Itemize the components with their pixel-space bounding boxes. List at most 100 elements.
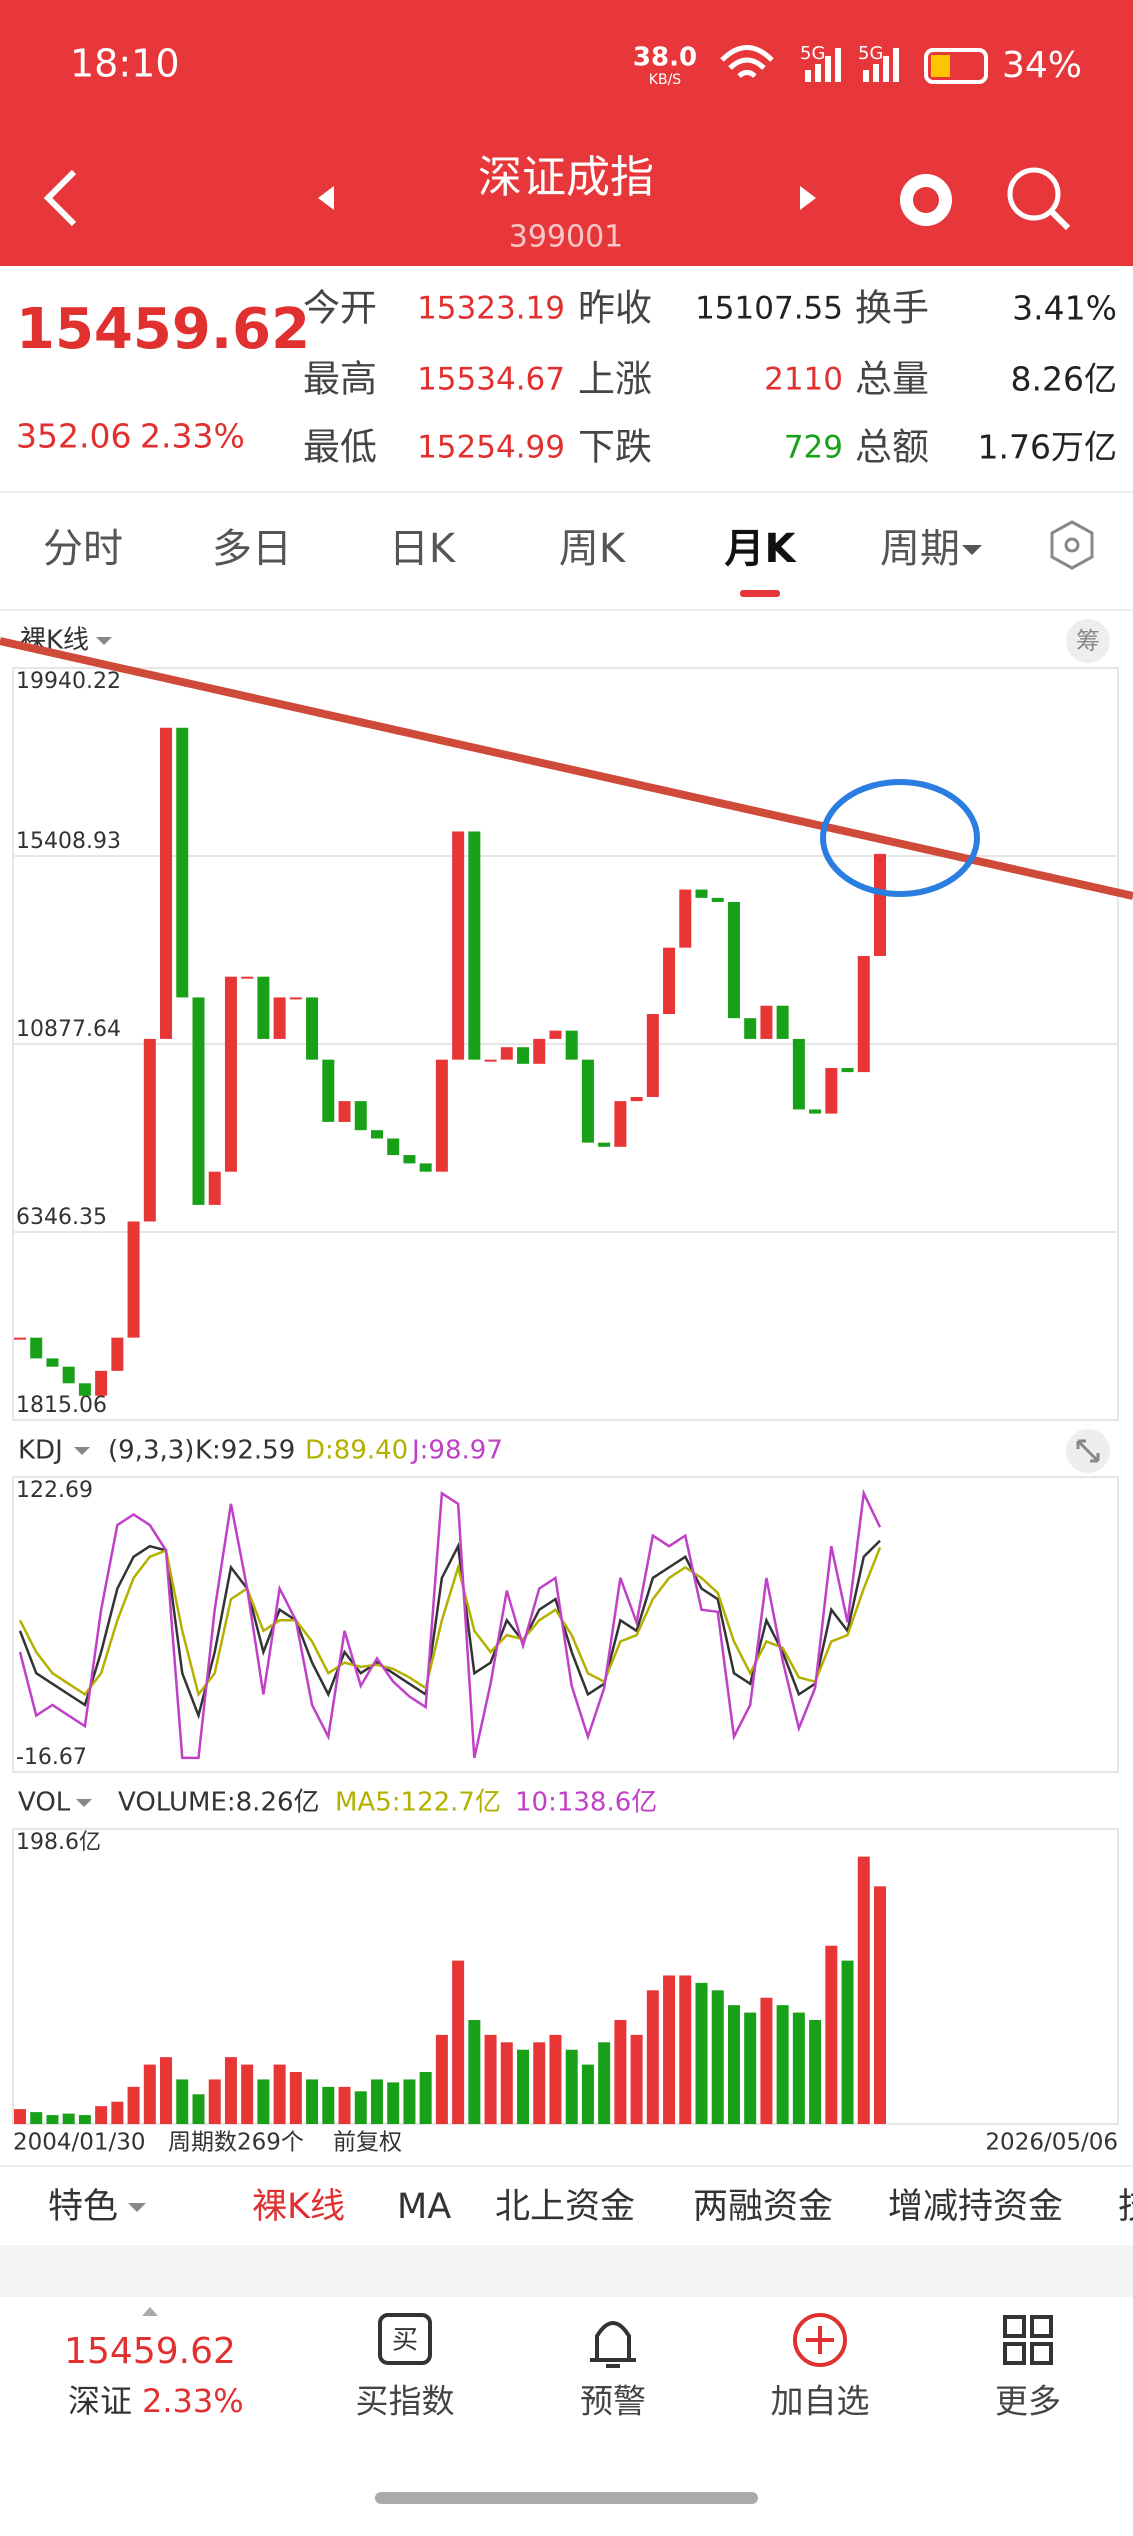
battery — [924, 48, 988, 84]
field-label: 总额 — [855, 426, 929, 469]
nav-name: 深证 — [68, 2382, 132, 2420]
speed: 38.0 — [633, 43, 697, 73]
volume-bar — [452, 1960, 465, 2124]
volume-bar — [176, 2079, 189, 2124]
settings-icon[interactable] — [1050, 520, 1094, 570]
tab[interactable]: 周期 — [880, 526, 960, 572]
indicator-tab[interactable]: 裸K线 — [252, 2187, 345, 2227]
indicator-tab[interactable]: 技 — [1118, 2187, 1133, 2227]
volume-bar — [581, 2064, 594, 2124]
candle — [241, 976, 254, 979]
volume-bar — [241, 2064, 254, 2124]
tab[interactable]: 分时 — [43, 526, 123, 572]
back-button[interactable] — [43, 169, 77, 227]
volume-bar — [370, 2079, 383, 2124]
vol-label[interactable]: VOL — [18, 1788, 71, 1818]
y-tick-label: 19940.22 — [16, 669, 121, 694]
field-value: 15534.67 — [417, 362, 565, 398]
indicator-tab[interactable]: 两融资金 — [693, 2187, 833, 2227]
volume-bar — [533, 2042, 546, 2124]
candle — [62, 1366, 75, 1384]
volume-bar — [273, 2064, 286, 2124]
field-label: 今开 — [303, 287, 377, 330]
kdj-label[interactable]: KDJ — [18, 1436, 63, 1466]
candle — [646, 1014, 659, 1098]
time: 18:10 — [70, 42, 180, 86]
nav-item[interactable]: 预警 — [580, 2382, 646, 2421]
x-start: 2004/01/30 — [13, 2130, 146, 2156]
kdj-line — [18, 1539, 881, 1720]
candle — [192, 997, 205, 1205]
volume-bar — [224, 2057, 237, 2124]
nav-item[interactable]: 更多 — [995, 2382, 1061, 2421]
volume-bar — [160, 2057, 173, 2124]
candle — [30, 1337, 43, 1359]
field-value: 1.76万亿 — [978, 428, 1117, 467]
candle — [614, 1101, 627, 1147]
candle — [208, 1171, 221, 1205]
indicator-tab[interactable]: MA — [397, 2187, 451, 2227]
nav-item[interactable]: 买指数 — [356, 2382, 455, 2421]
candle — [322, 1059, 335, 1122]
volume-bar — [695, 1982, 708, 2124]
prev-button[interactable] — [318, 186, 334, 210]
tab[interactable]: 周K — [559, 526, 627, 572]
candle — [630, 1097, 643, 1102]
y-tick-label: 6346.35 — [16, 1205, 107, 1230]
x-count: 周期数269个 — [168, 2130, 304, 2156]
price: 15459.62 — [16, 297, 310, 362]
indicator-tab[interactable]: 北上资金 — [495, 2187, 635, 2227]
candle — [679, 889, 692, 948]
field-label: 最高 — [303, 358, 377, 401]
candle — [78, 1383, 91, 1396]
tab[interactable]: 多日 — [212, 526, 292, 572]
y-tick-label: 15408.93 — [16, 829, 121, 854]
chip-button[interactable] — [1066, 619, 1110, 663]
candle — [760, 1005, 773, 1039]
volume-bar — [322, 2086, 335, 2124]
legend: J:98.97 — [410, 1436, 503, 1466]
volume-bar — [517, 2049, 530, 2124]
indicator-tab[interactable]: 特色 — [48, 2187, 118, 2227]
volume-bar — [646, 1990, 659, 2124]
tab-indicator — [740, 590, 780, 597]
volume-bar — [419, 2072, 432, 2124]
speed-unit: KB/S — [649, 72, 682, 88]
volume-bar — [403, 2079, 416, 2124]
field-value: 3.41% — [1012, 289, 1117, 328]
candle — [306, 997, 319, 1060]
volume-bar — [776, 2005, 789, 2124]
svg-text:买: 买 — [392, 2326, 418, 2356]
volume-bar — [192, 2094, 205, 2124]
volume-bar — [387, 2082, 400, 2124]
volume-bar — [306, 2079, 319, 2124]
candle — [517, 1047, 530, 1064]
candle — [289, 997, 302, 1000]
next-button[interactable] — [800, 186, 816, 210]
field-value: 2110 — [764, 362, 843, 398]
change-pct: 2.33% — [140, 417, 245, 456]
candle — [484, 1059, 497, 1062]
indicator-tab[interactable]: 增减持资金 — [888, 2187, 1063, 2227]
candle — [257, 976, 270, 1039]
battery-level — [931, 55, 950, 77]
candle — [776, 1005, 789, 1039]
nav-item[interactable]: 加自选 — [771, 2382, 870, 2421]
tab[interactable]: 月K — [725, 526, 798, 572]
candle — [727, 902, 740, 1019]
candle — [825, 1067, 838, 1114]
legend: 10:138.6亿 — [515, 1788, 657, 1818]
candle — [95, 1370, 108, 1396]
volume-bar — [257, 2079, 270, 2124]
candle — [711, 897, 724, 903]
field-label: 昨收 — [578, 287, 652, 330]
trend-line — [0, 637, 1133, 900]
volume-bar — [14, 2109, 26, 2124]
tab[interactable]: 日K — [389, 526, 457, 572]
search-icon[interactable] — [1007, 167, 1061, 221]
wifi-icon — [720, 45, 774, 78]
candle — [500, 1047, 513, 1060]
volume-bar — [208, 2079, 221, 2124]
candle — [809, 1109, 822, 1114]
